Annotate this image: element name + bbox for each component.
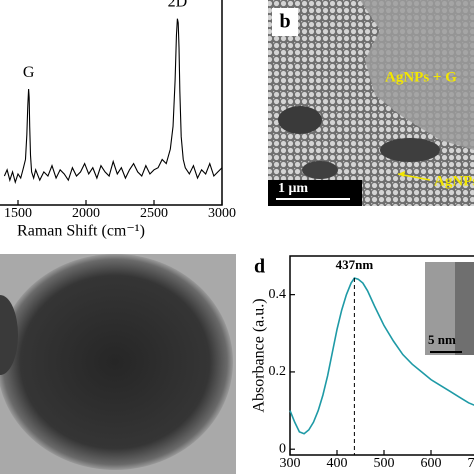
particle: [0, 295, 18, 375]
particle: [0, 254, 233, 470]
tem-panel: [0, 254, 236, 474]
x-tick-label: 500: [374, 456, 395, 471]
sem-void: [380, 138, 440, 162]
sem-void: [302, 161, 338, 179]
sem-panel: b AgNPs + G 1 μm AgNPs: [268, 0, 474, 206]
data-line: [3, 18, 223, 185]
scale-box: [268, 180, 362, 206]
annotation: G: [23, 64, 35, 81]
arrow-head: [398, 171, 405, 177]
plot-frame: [289, 255, 474, 456]
sem-void: [278, 106, 322, 134]
x-axis-label: Raman Shift (cm⁻¹): [17, 223, 145, 240]
plot-frame: [0, 0, 223, 206]
sem-graphene: [360, 0, 474, 150]
y-tick-label: 0.2: [269, 364, 287, 379]
annotation: 437nm: [336, 257, 374, 272]
y-tick-label: 0: [279, 441, 286, 456]
x-tick-label: 1500: [4, 206, 32, 221]
y-tick-label: 0.4: [269, 287, 287, 302]
scale-label: 5 nm: [428, 332, 456, 347]
annotation: 2D: [168, 0, 188, 10]
sem-annotation: AgNPs: [434, 173, 474, 189]
sem-annotation: AgNPs + G: [385, 69, 457, 85]
x-tick-label: 700: [468, 456, 474, 471]
panel-label: d: [254, 256, 265, 278]
x-tick-label: 600: [421, 456, 442, 471]
scale-label: 1 μm: [278, 181, 308, 196]
x-tick-label: 2000: [72, 206, 100, 221]
x-tick-label: 3000: [208, 206, 236, 221]
inset: 5 nm: [425, 262, 474, 355]
panel-label: b: [279, 11, 290, 33]
y-axis-label: Absorbance (a.u.): [251, 298, 268, 412]
x-tick-label: 300: [280, 456, 301, 471]
inset-image: [455, 262, 474, 355]
data-line: [289, 277, 474, 435]
x-tick-label: 400: [327, 456, 348, 471]
x-tick-label: 2500: [140, 206, 168, 221]
panel-label-box: [272, 8, 298, 36]
